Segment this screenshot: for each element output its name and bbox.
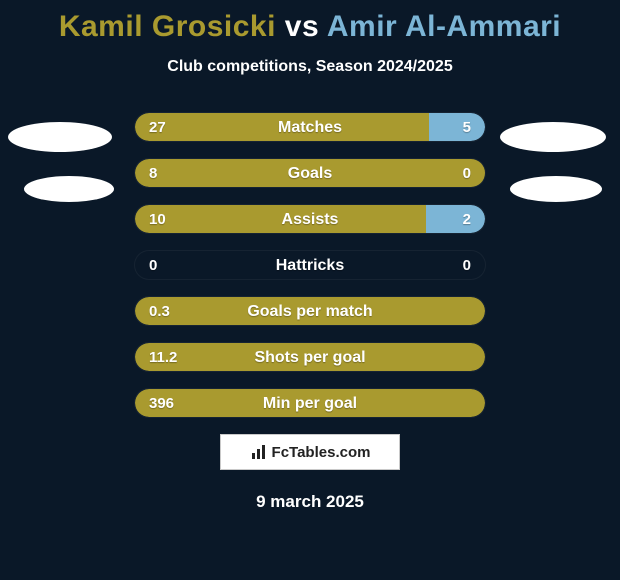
- stat-label: Goals: [135, 159, 485, 188]
- player-b-name: Amir Al-Ammari: [327, 10, 561, 43]
- brand-text: FcTables.com: [272, 444, 371, 461]
- avatar-placeholder-right-1: [500, 122, 606, 152]
- stat-row: 11.2Shots per goal: [134, 342, 486, 372]
- stat-label: Matches: [135, 113, 485, 142]
- stats-container: 275Matches 80Goals 102Assists 00Hattricks 0.…: [134, 112, 486, 418]
- stat-row: 396Min per goal: [134, 388, 486, 418]
- stat-label: Shots per goal: [135, 343, 485, 372]
- page-title: Kamil Grosicki vs Amir Al-Ammari: [0, 0, 620, 44]
- stat-label: Hattricks: [135, 251, 485, 280]
- stat-row: 102Assists: [134, 204, 486, 234]
- avatar-placeholder-left-1: [8, 122, 112, 152]
- stat-label: Min per goal: [135, 389, 485, 418]
- stat-row: 00Hattricks: [134, 250, 486, 280]
- subtitle: Club competitions, Season 2024/2025: [0, 58, 620, 76]
- vs-text: vs: [285, 10, 319, 43]
- stat-label: Goals per match: [135, 297, 485, 326]
- date: 9 march 2025: [0, 492, 620, 512]
- stat-row: 80Goals: [134, 158, 486, 188]
- chart-icon: [250, 443, 268, 461]
- stat-row: 0.3Goals per match: [134, 296, 486, 326]
- avatar-placeholder-left-2: [24, 176, 114, 202]
- stat-row: 275Matches: [134, 112, 486, 142]
- player-a-name: Kamil Grosicki: [59, 10, 276, 43]
- brand-box: FcTables.com: [220, 434, 400, 470]
- stat-label: Assists: [135, 205, 485, 234]
- avatar-placeholder-right-2: [510, 176, 602, 202]
